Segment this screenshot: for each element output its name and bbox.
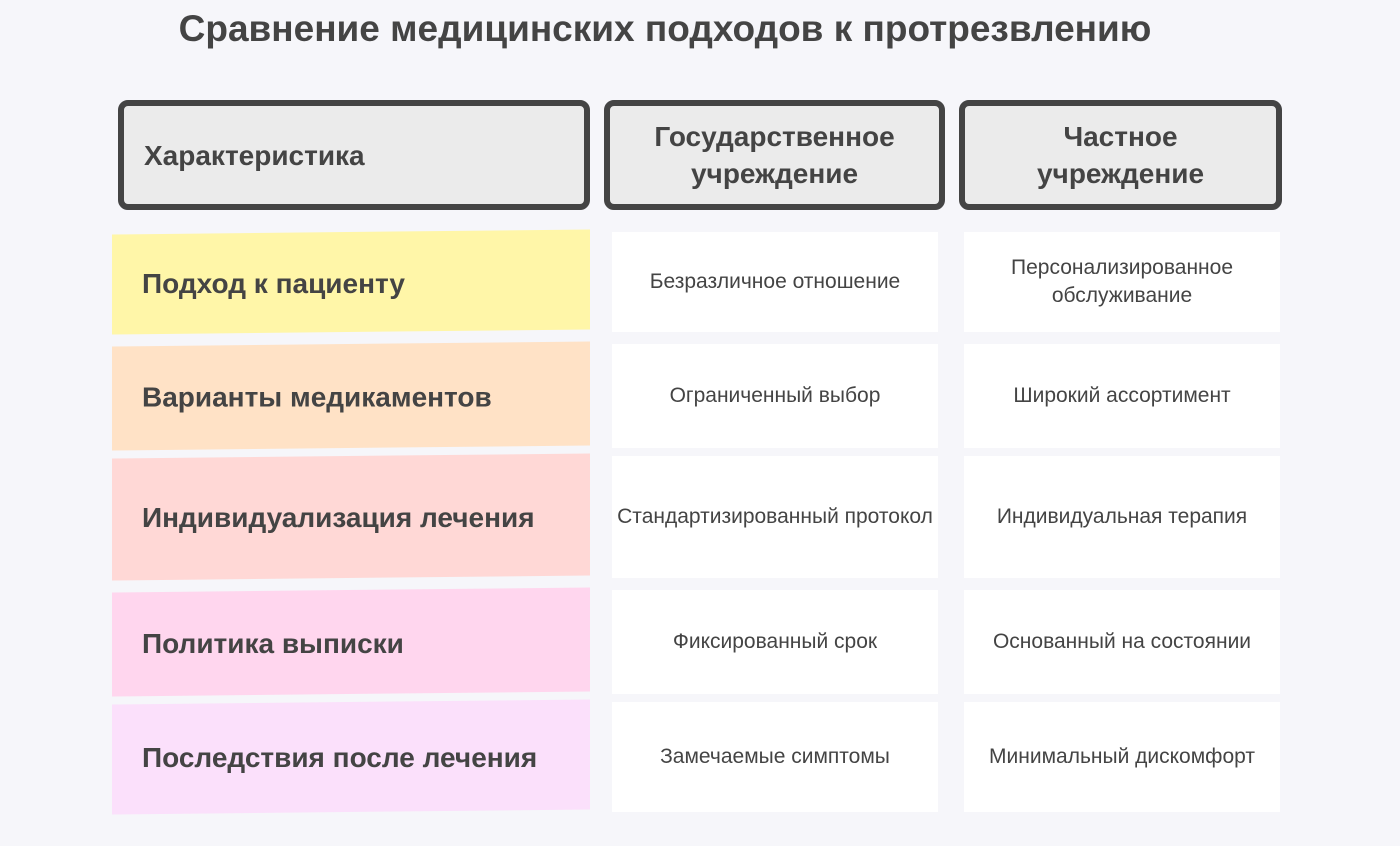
cell-text: Широкий ассортимент — [1013, 384, 1231, 407]
public-value: Безразличное отношение — [612, 232, 938, 332]
cell-text: Замечаемые симптомы — [660, 745, 890, 768]
cell-text: Фиксированный срок — [672, 630, 878, 653]
private-value: Индивидуальная терапия — [964, 456, 1280, 578]
cell-text: Индивидуализация лечения — [142, 501, 535, 533]
header-label: Государственное учреждение — [654, 121, 895, 189]
row-label: Подход к пациенту — [112, 229, 590, 335]
cell-text: Основанный на состоянии — [992, 630, 1252, 653]
cell-text: Последствия после лечения — [142, 741, 538, 773]
row-label: Последствия после лечения — [112, 699, 590, 815]
public-value: Стандартизированный протокол — [612, 456, 938, 578]
public-value: Фиксированный срок — [612, 590, 938, 694]
cell-text: Подход к пациенту — [142, 267, 405, 299]
cell-text: Безразличное отношение — [649, 270, 901, 293]
cell-text: Варианты медикаментов — [142, 380, 492, 412]
cell-text: Персонализированное обслуживание — [1011, 256, 1233, 307]
cell-text: Минимальный дискомфорт — [989, 745, 1255, 768]
header-private: Частное учреждение — [959, 100, 1282, 210]
private-value: Персонализированное обслуживание — [964, 232, 1280, 332]
cell-text: Ограниченный выбор — [669, 384, 881, 407]
page-title: Сравнение медицинских подходов к протрез… — [178, 8, 1152, 49]
cell-text: Политика выписки — [142, 627, 404, 659]
public-value: Ограниченный выбор — [612, 344, 938, 448]
cell-text: Индивидуальная терапия — [996, 505, 1248, 528]
row-label: Индивидуализация лечения — [112, 453, 590, 581]
header-label: Характеристика — [144, 139, 365, 171]
row-label: Политика выписки — [112, 587, 590, 697]
header-characteristic: Характеристика — [118, 100, 590, 210]
public-value: Замечаемые симптомы — [612, 702, 938, 812]
row-label: Варианты медикаментов — [112, 341, 590, 451]
private-value: Широкий ассортимент — [964, 344, 1280, 448]
cell-text: Стандартизированный протокол — [617, 505, 933, 528]
header-public: Государственное учреждение — [604, 100, 945, 210]
private-value: Минимальный дискомфорт — [964, 702, 1280, 812]
header-label: Частное учреждение — [1036, 121, 1205, 189]
private-value: Основанный на состоянии — [964, 590, 1280, 694]
